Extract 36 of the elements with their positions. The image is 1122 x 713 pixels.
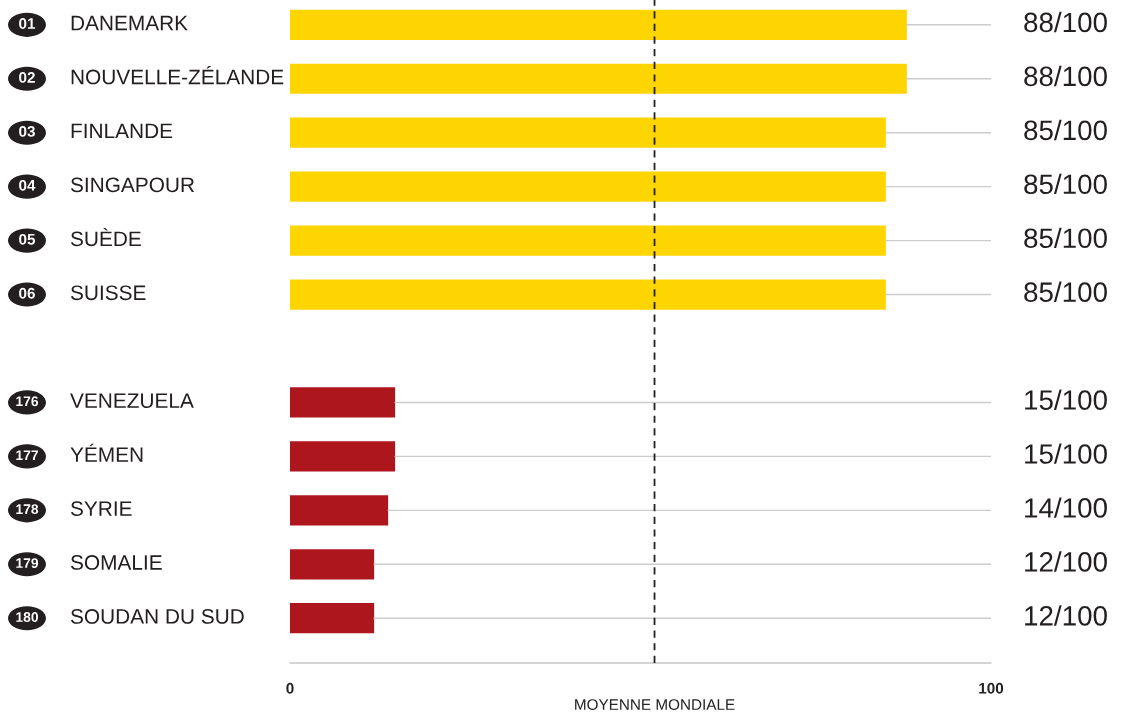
category-label: 179 SOMALIE — [16, 555, 162, 570]
x-tick-label: 0 — [286, 682, 294, 694]
category-label: 177 YÉMEN — [16, 443, 143, 462]
data-label: 12/100 — [1025, 605, 1107, 626]
data-label: 14/100 — [1025, 497, 1107, 518]
category-label: 176 VENEZUELA — [16, 393, 194, 409]
bar — [290, 441, 396, 472]
data-label: 15/100 — [1025, 443, 1107, 464]
bar — [290, 225, 886, 256]
category-label: 05 SUÈDE — [19, 227, 141, 247]
bar — [290, 387, 396, 418]
category-label: 04 SINGAPOUR — [19, 177, 195, 193]
category-label: 02 NOUVELLE-ZÉLANDE — [19, 66, 284, 85]
category-label: 03 FINLANDE — [19, 123, 173, 139]
data-label: 88/100 — [1024, 11, 1107, 33]
bar — [290, 549, 375, 580]
data-label: 85/100 — [1024, 281, 1107, 302]
bar — [290, 171, 886, 202]
data-label: 85/100 — [1024, 119, 1107, 141]
bar — [290, 495, 389, 526]
x-tick-label: 100 — [979, 682, 1004, 694]
data-label: 12/100 — [1025, 551, 1107, 572]
bar — [290, 117, 886, 148]
data-label: 85/100 — [1024, 227, 1107, 249]
bar — [290, 279, 886, 310]
category-label: 01 DANEMARK — [19, 15, 188, 31]
bar — [290, 9, 907, 40]
data-label: 88/100 — [1024, 65, 1107, 87]
category-label: 06 SUISSE — [19, 285, 146, 301]
bar — [290, 603, 375, 634]
category-label: 178 SYRIE — [16, 501, 132, 516]
category-label: 180 SOUDAN DU SUD — [16, 609, 244, 624]
bar — [290, 63, 907, 94]
ref-line-label: MOYENNE MONDIALE — [575, 699, 735, 710]
data-label: 15/100 — [1025, 389, 1107, 410]
data-label: 85/100 — [1024, 173, 1107, 195]
